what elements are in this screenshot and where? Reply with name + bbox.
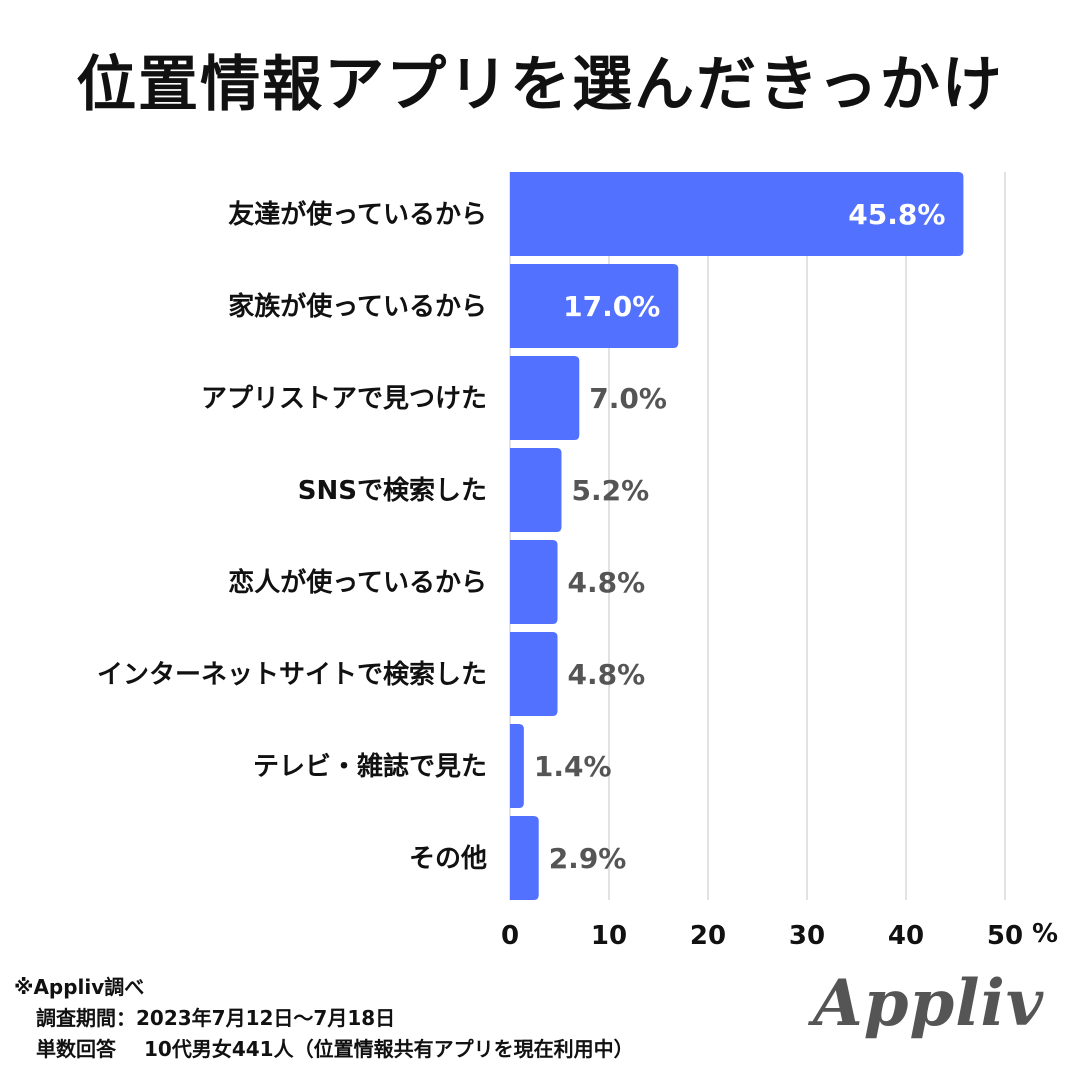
category-label: その他 [409,844,487,874]
value-label: 7.0% [589,382,667,415]
category-label: 恋人が使っているから [228,567,487,598]
bar-chart: 友達が使っているから 45.8% 家族が使っているから 17.0% アプリストアで見つけ… [97,172,1058,951]
bar [510,264,679,348]
category-label: アプリストアで見つけた [201,384,487,414]
category-label: 家族が使っているから [228,291,487,322]
value-label: 5.2% [571,474,649,507]
bar [510,816,539,900]
bar [510,172,964,256]
x-tick-label: 10 [591,921,627,951]
survey-period: 調査期間：2023年7月12日〜7月18日 [36,1006,396,1030]
bar [510,356,580,440]
survey-notes: ※Appliv調べ 調査期間：2023年7月12日〜7月18日 単数回答 10代男… [14,972,634,1065]
category-label: 友達が使っているから [228,199,487,230]
bar [510,724,524,808]
x-tick-label: 30 [789,921,825,951]
category-label: インターネットサイトで検索した [97,660,487,690]
x-unit-label: % [1032,919,1058,949]
value-label: 45.8% [848,198,945,231]
value-label: 4.8% [568,658,646,691]
x-tick-label: 0 [501,921,519,951]
answer-type: 単数回答 [36,1037,116,1061]
sample-description: 10代男女441人（位置情報共有アプリを現在利用中） [144,1037,634,1061]
appliv-logo: Appliv [813,966,1044,1041]
x-tick-label: 20 [690,921,726,951]
source-note: ※Appliv調べ [14,975,145,999]
sample-info: 単数回答 10代男女441人（位置情報共有アプリを現在利用中） [14,1034,634,1065]
bar [510,632,558,716]
chart-title: 位置情報アプリを選んだきっかけ [76,50,1004,120]
category-label: テレビ・雑誌で見た [253,751,487,782]
value-label: 4.8% [568,566,646,599]
bar [510,540,558,624]
x-tick-label: 50 [987,921,1023,951]
value-label: 1.4% [534,750,612,783]
x-tick-label: 40 [888,921,924,951]
bar [510,448,562,532]
value-label: 17.0% [563,290,660,323]
value-label: 2.9% [549,842,627,875]
category-label: SNSで検索した [298,476,487,506]
